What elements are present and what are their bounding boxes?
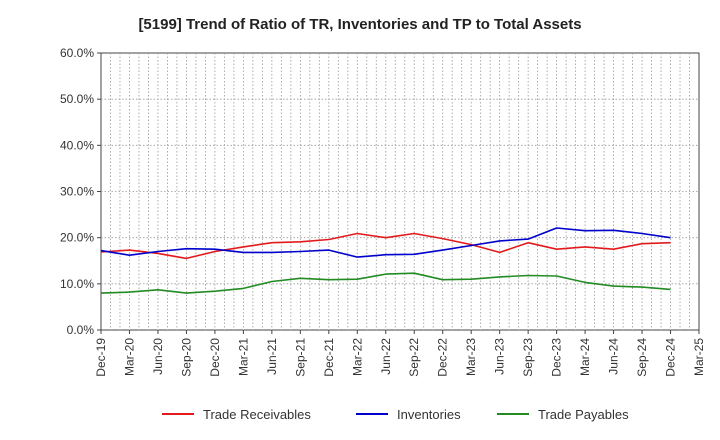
x-tick-label: Dec-19	[94, 338, 108, 377]
series-line-trade-payables	[100, 272, 671, 294]
y-tick-label: 60.0%	[60, 46, 94, 60]
x-tick-label: Dec-23	[550, 338, 564, 377]
legend-label: Inventories	[397, 407, 461, 422]
x-tick-label: Dec-21	[322, 338, 336, 377]
x-tick-label: Mar-24	[578, 338, 592, 376]
y-tick-label: 40.0%	[60, 138, 94, 152]
series-line-inventories	[100, 227, 671, 258]
x-tick-label: Dec-24	[664, 338, 678, 377]
x-tick-label: Dec-22	[436, 338, 450, 377]
legend-label: Trade Payables	[538, 407, 629, 422]
y-tick-label: 10.0%	[60, 277, 94, 291]
x-tick-label: Jun-24	[607, 338, 621, 375]
x-tick-label: Sep-21	[293, 338, 307, 377]
x-tick-label: Jun-21	[265, 338, 279, 375]
series-line-trade-receivables	[100, 232, 671, 260]
x-tick-label: Mar-21	[236, 338, 250, 376]
x-tick-label: Mar-20	[122, 338, 136, 376]
x-tick-label: Mar-23	[464, 338, 478, 376]
x-tick-label: Mar-22	[350, 338, 364, 376]
y-tick-label: 0.0%	[67, 323, 95, 337]
y-tick-label: 30.0%	[60, 185, 94, 199]
y-tick-label: 50.0%	[60, 92, 94, 106]
chart-title: [5199] Trend of Ratio of TR, Inventories…	[138, 16, 582, 33]
x-tick-label: Sep-22	[407, 338, 421, 377]
x-tick-label: Sep-24	[635, 338, 649, 377]
legend-label: Trade Receivables	[203, 407, 311, 422]
x-tick-label: Mar-25	[692, 338, 706, 376]
x-tick-label: Sep-23	[521, 338, 535, 377]
x-tick-label: Jun-22	[379, 338, 393, 375]
x-tick-label: Jun-23	[493, 338, 507, 375]
x-tick-label: Sep-20	[179, 338, 193, 377]
x-tick-label: Dec-20	[208, 338, 222, 377]
x-tick-label: Jun-20	[151, 338, 165, 375]
y-tick-label: 20.0%	[60, 231, 94, 245]
